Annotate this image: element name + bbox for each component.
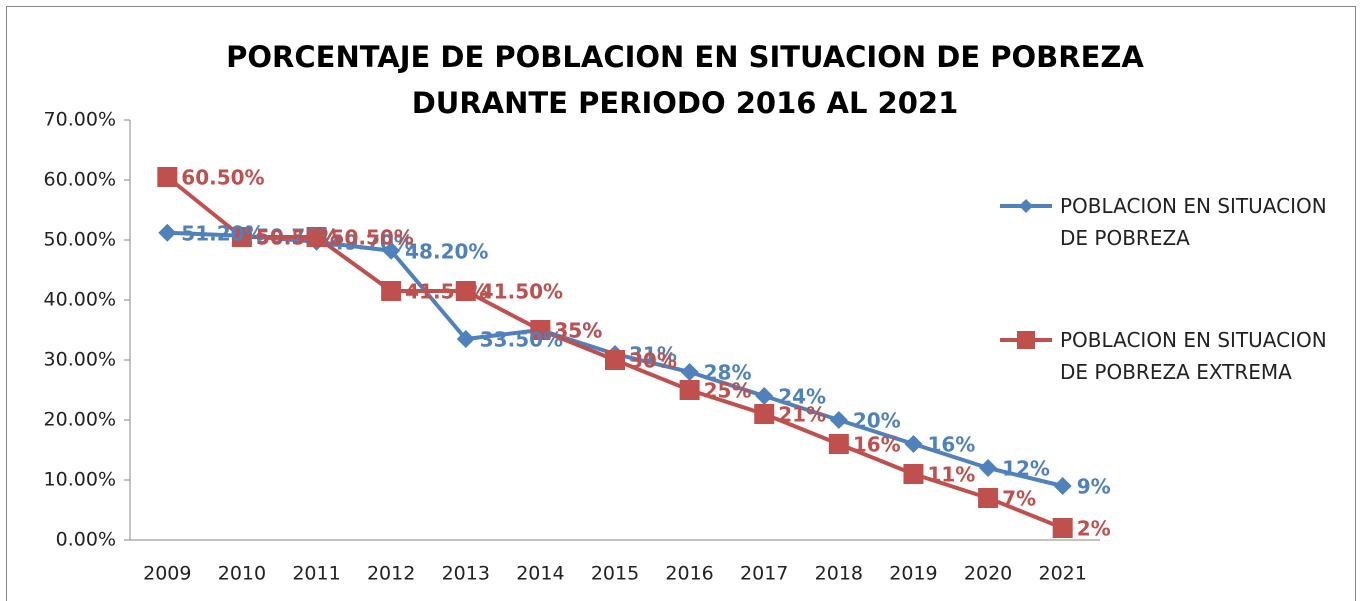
marker	[978, 488, 999, 508]
data-label: 35%	[554, 319, 602, 343]
marker	[903, 464, 924, 484]
y-tick-label: 60.00%	[44, 169, 116, 191]
data-label: 60.50%	[181, 166, 264, 190]
marker	[306, 227, 327, 247]
x-tick-label: 2012	[367, 563, 415, 585]
marker	[829, 411, 848, 429]
legend-marker	[1019, 199, 1033, 213]
marker	[755, 387, 774, 405]
data-label: 33.50%	[480, 328, 563, 352]
data-label: 30%	[629, 349, 677, 373]
marker	[1052, 518, 1073, 538]
x-tick-label: 2013	[442, 563, 490, 585]
data-label: 35%	[554, 319, 602, 343]
data-label: 49.70%	[331, 230, 414, 254]
data-label: 16%	[927, 433, 975, 457]
x-tick-label: 2016	[665, 563, 713, 585]
marker	[605, 350, 625, 370]
x-tick-label: 2015	[591, 563, 639, 585]
marker	[456, 330, 475, 348]
data-label: 50.70%	[256, 224, 339, 248]
data-label: 25%	[704, 379, 752, 403]
x-tick-label: 2009	[143, 563, 191, 585]
marker	[1053, 477, 1072, 495]
marker	[382, 241, 401, 260]
data-label: 12%	[1002, 457, 1050, 481]
x-tick-label: 2021	[1039, 563, 1087, 585]
x-tick-label: 2011	[292, 563, 340, 585]
x-tick-label: 2014	[516, 563, 564, 585]
data-label: 51.20%	[181, 221, 264, 245]
y-tick-label: 50.00%	[44, 229, 116, 251]
marker	[680, 363, 699, 381]
data-label: 28%	[704, 361, 752, 385]
legend-marker	[1017, 331, 1035, 349]
data-label: 11%	[927, 463, 975, 487]
marker	[158, 223, 177, 242]
legend-label: POBLACION EN SITUACION DE POBREZA EXTREM…	[1060, 328, 1327, 384]
legend-label: POBLACION EN SITUACION DE POBREZA	[1060, 194, 1327, 250]
data-label: 7%	[1002, 487, 1036, 511]
data-label: 9%	[1077, 475, 1111, 499]
y-tick-label: 0.00%	[56, 529, 116, 551]
y-tick-label: 10.00%	[44, 469, 116, 491]
data-label: 50.50%	[256, 226, 339, 250]
data-label: 21%	[778, 403, 826, 427]
data-label: 48.20%	[405, 239, 488, 263]
data-label: 2%	[1077, 517, 1111, 541]
x-tick-label: 2010	[218, 563, 266, 585]
marker	[679, 380, 700, 400]
x-tick-label: 2018	[815, 563, 863, 585]
data-label: 16%	[853, 433, 901, 457]
marker	[904, 435, 923, 453]
data-label: 20%	[853, 409, 901, 433]
data-label: 50.50%	[331, 226, 414, 250]
data-label: 24%	[778, 385, 826, 409]
marker	[979, 459, 998, 477]
marker	[828, 434, 849, 454]
chart-frame	[6, 6, 1356, 601]
x-tick-label: 2017	[740, 563, 788, 585]
y-tick-label: 30.00%	[44, 349, 116, 371]
data-label: 41.50%	[480, 280, 563, 304]
marker	[381, 281, 402, 301]
data-label: 41.50%	[405, 280, 488, 304]
data-label: 31%	[629, 343, 677, 367]
x-tick-label: 2019	[889, 563, 937, 585]
y-tick-label: 20.00%	[44, 409, 116, 431]
marker	[530, 320, 551, 340]
marker	[231, 227, 252, 247]
marker	[455, 281, 476, 301]
y-tick-label: 70.00%	[44, 109, 116, 131]
x-tick-label: 2020	[964, 563, 1012, 585]
marker	[157, 167, 178, 187]
y-tick-label: 40.00%	[44, 289, 116, 311]
marker	[754, 404, 775, 424]
chart-title: PORCENTAJE DE POBLACION EN SITUACION DE …	[226, 40, 1144, 120]
